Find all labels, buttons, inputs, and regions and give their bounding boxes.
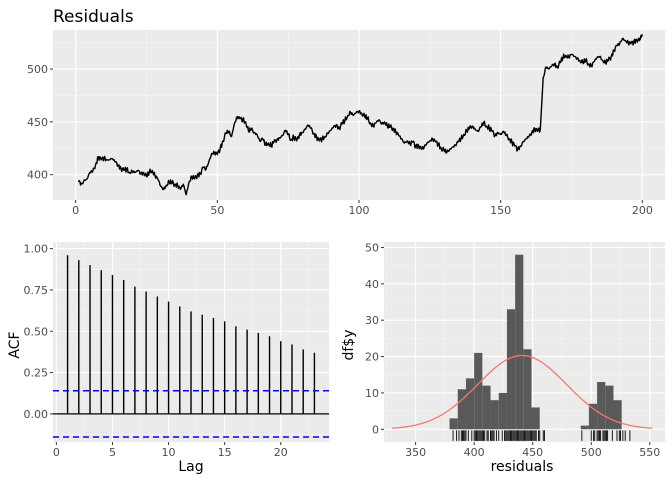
x-tick-label: 15: [218, 446, 232, 459]
x-tick-label: 50: [210, 204, 224, 217]
histogram-bar: [588, 403, 598, 430]
histogram-bar: [482, 385, 491, 430]
x-tick-label: 200: [632, 204, 653, 217]
x-tick-label: 0: [72, 204, 79, 217]
x-tick-label: 10: [162, 446, 176, 459]
acf-y-axis-title: ACF: [7, 331, 23, 358]
y-tick-label: 500: [27, 63, 48, 76]
acf-panel: 0 5 10 15 20 0.00 0.25 0.50 0.75 1.00: [24, 242, 329, 459]
y-tick-label: 0.50: [24, 325, 49, 338]
y-tick-label: 450: [27, 116, 48, 129]
x-tick-label: 550: [639, 446, 660, 459]
histogram-bar: [474, 352, 483, 430]
histogram-bar: [613, 400, 622, 430]
histogram-y-axis-title: df$y: [341, 329, 357, 360]
plot-title: Residuals: [53, 7, 134, 27]
residuals-panel: 0 50 100 150 200 400 450 500: [27, 30, 665, 217]
histogram-x-axis-title: residuals: [491, 459, 554, 475]
y-tick-label: 0.00: [24, 408, 49, 421]
y-tick-label: 400: [27, 169, 48, 182]
x-tick-label: 150: [490, 204, 511, 217]
y-tick-label: 0.75: [24, 284, 49, 297]
y-tick-label: 1.00: [24, 243, 49, 256]
x-tick-label: 5: [109, 446, 116, 459]
x-tick-label: 20: [274, 446, 288, 459]
histogram-bar: [531, 407, 540, 430]
acf-x-axis-title: Lag: [178, 459, 203, 475]
histogram-bar: [498, 392, 507, 430]
y-tick-label: 0.25: [24, 367, 49, 380]
x-tick-label: 400: [464, 446, 485, 459]
y-tick-label: 30: [365, 314, 379, 327]
histogram-bar: [580, 425, 589, 430]
normal-density-curve: [392, 354, 653, 429]
histogram-bar: [597, 382, 606, 430]
histogram-bar: [490, 400, 499, 430]
y-tick-label: 40: [365, 278, 379, 291]
x-tick-label: 350: [405, 446, 426, 459]
histogram-bar: [465, 378, 475, 430]
y-tick-label: 10: [365, 387, 379, 400]
x-tick-label: 0: [53, 446, 60, 459]
histogram-bar: [605, 385, 614, 430]
histogram-panel: 350 400 450 500 550 0 10 20 30 40 50: [365, 241, 665, 459]
y-tick-label: 0: [372, 423, 379, 436]
residual-line: [77, 34, 643, 196]
histogram-bar: [515, 254, 524, 430]
y-tick-label: 50: [365, 241, 379, 254]
histogram-bar: [457, 389, 466, 430]
x-tick-label: 500: [581, 446, 602, 459]
x-tick-label: 100: [349, 204, 370, 217]
histogram-bar: [506, 309, 516, 430]
y-tick-label: 20: [365, 351, 379, 364]
histogram-bar: [449, 418, 458, 430]
histogram-bar: [523, 349, 532, 430]
x-tick-label: 450: [522, 446, 543, 459]
